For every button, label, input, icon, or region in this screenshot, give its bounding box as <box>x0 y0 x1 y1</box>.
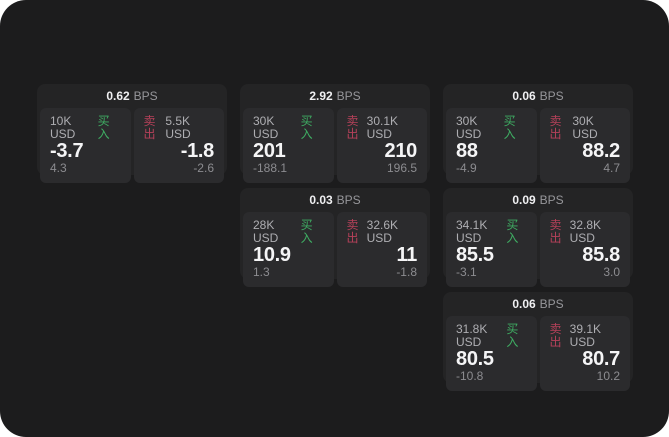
sell-tile[interactable]: 卖出 30.1K USD 210 196.5 <box>336 108 427 183</box>
bps-unit-label: BPS <box>539 89 564 103</box>
sell-price: -1.8 <box>180 140 215 163</box>
buy-tile[interactable]: 31.8K USD 买入 80.5 -10.8 <box>446 316 537 391</box>
buy-delta: -4.9 <box>456 161 477 176</box>
buy-delta: 1.3 <box>253 265 270 280</box>
sell-price: 210 <box>384 140 418 163</box>
bps-value: 0.62 <box>106 89 130 103</box>
sell-delta: -2.6 <box>193 161 214 176</box>
bps-value: 0.03 <box>309 193 333 207</box>
bps-unit-label: BPS <box>336 89 361 103</box>
buy-amount: 10K USD <box>50 114 76 142</box>
sell-amount: 39.1K USD <box>569 322 601 350</box>
buy-amount: 31.8K USD <box>456 322 488 350</box>
buy-side-label: 买入 <box>506 218 519 246</box>
sell-side-label: 卖出 <box>346 114 359 142</box>
card-header: 0.09 BPS <box>443 188 633 212</box>
buy-side-label: 买入 <box>506 322 519 350</box>
quote-card: 0.62 BPS 10K USD 买入 -3.7 4.3 卖出 5.5K USD… <box>37 84 227 183</box>
buy-side-label: 买入 <box>300 114 313 142</box>
bps-unit-label: BPS <box>336 193 361 207</box>
buy-price: 85.5 <box>456 244 494 267</box>
buy-price: 201 <box>253 140 286 163</box>
card-header: 0.06 BPS <box>443 84 633 108</box>
buy-side-label: 买入 <box>300 218 313 246</box>
sell-side-label: 卖出 <box>549 218 562 246</box>
buy-delta: -188.1 <box>253 161 288 176</box>
card-header: 0.03 BPS <box>240 188 430 212</box>
sell-delta: 3.0 <box>603 265 620 280</box>
sell-price: 85.8 <box>582 244 620 267</box>
bps-unit-label: BPS <box>539 193 564 207</box>
buy-price: 88 <box>456 140 478 163</box>
buy-amount: 30K USD <box>253 114 279 142</box>
sell-side-label: 卖出 <box>346 218 359 246</box>
bps-unit-label: BPS <box>539 297 564 311</box>
card-header: 2.92 BPS <box>240 84 430 108</box>
sell-delta: -1.8 <box>396 265 417 280</box>
buy-side-label: 买入 <box>503 114 516 142</box>
buy-tile[interactable]: 30K USD 买入 201 -188.1 <box>243 108 334 183</box>
card-header: 0.62 BPS <box>37 84 227 108</box>
quote-card: 0.03 BPS 28K USD 买入 10.9 1.3 卖出 32.6K US… <box>240 188 430 287</box>
buy-price: 80.5 <box>456 348 494 371</box>
buy-amount: 34.1K USD <box>456 218 488 246</box>
sell-price: 11 <box>396 244 417 267</box>
sell-price: 88.2 <box>582 140 620 163</box>
sell-amount: 30K USD <box>572 114 598 142</box>
sell-delta: 10.2 <box>596 369 620 384</box>
sell-amount: 5.5K USD <box>165 114 191 142</box>
buy-delta: 4.3 <box>50 161 67 176</box>
quote-card: 2.92 BPS 30K USD 买入 201 -188.1 卖出 30.1K … <box>240 84 430 183</box>
buy-tile[interactable]: 34.1K USD 买入 85.5 -3.1 <box>446 212 537 287</box>
sell-amount: 32.8K USD <box>569 218 601 246</box>
sell-amount: 32.6K USD <box>366 218 398 246</box>
sell-side-label: 卖出 <box>143 114 156 142</box>
sell-tile[interactable]: 卖出 5.5K USD -1.8 -2.6 <box>133 108 224 183</box>
buy-tile[interactable]: 30K USD 买入 88 -4.9 <box>446 108 537 183</box>
sell-tile[interactable]: 卖出 30K USD 88.2 4.7 <box>539 108 630 183</box>
bps-value: 0.06 <box>512 297 536 311</box>
sell-tile[interactable]: 卖出 32.6K USD 11 -1.8 <box>336 212 427 287</box>
buy-delta: -10.8 <box>456 369 484 384</box>
bps-value: 2.92 <box>309 89 333 103</box>
sell-delta: 196.5 <box>386 161 417 176</box>
buy-side-label: 买入 <box>97 114 110 142</box>
buy-delta: -3.1 <box>456 265 477 280</box>
buy-amount: 30K USD <box>456 114 482 142</box>
quote-card: 0.09 BPS 34.1K USD 买入 85.5 -3.1 卖出 32.8K… <box>443 188 633 287</box>
card-header: 0.06 BPS <box>443 292 633 316</box>
sell-tile[interactable]: 卖出 32.8K USD 85.8 3.0 <box>539 212 630 287</box>
buy-tile[interactable]: 10K USD 买入 -3.7 4.3 <box>40 108 131 183</box>
buy-amount: 28K USD <box>253 218 279 246</box>
bps-unit-label: BPS <box>133 89 158 103</box>
sell-delta: 4.7 <box>603 161 620 176</box>
sell-side-label: 卖出 <box>549 322 562 350</box>
buy-tile[interactable]: 28K USD 买入 10.9 1.3 <box>243 212 334 287</box>
bps-value: 0.09 <box>512 193 536 207</box>
bps-value: 0.06 <box>512 89 536 103</box>
sell-tile[interactable]: 卖出 39.1K USD 80.7 10.2 <box>539 316 630 391</box>
buy-price: -3.7 <box>50 140 84 163</box>
sell-side-label: 卖出 <box>549 114 562 142</box>
quote-card: 0.06 BPS 31.8K USD 买入 80.5 -10.8 卖出 39.1… <box>443 292 633 391</box>
buy-price: 10.9 <box>253 244 291 267</box>
sell-price: 80.7 <box>582 348 620 371</box>
sell-amount: 30.1K USD <box>366 114 398 142</box>
quote-card: 0.06 BPS 30K USD 买入 88 -4.9 卖出 30K USD 8… <box>443 84 633 183</box>
